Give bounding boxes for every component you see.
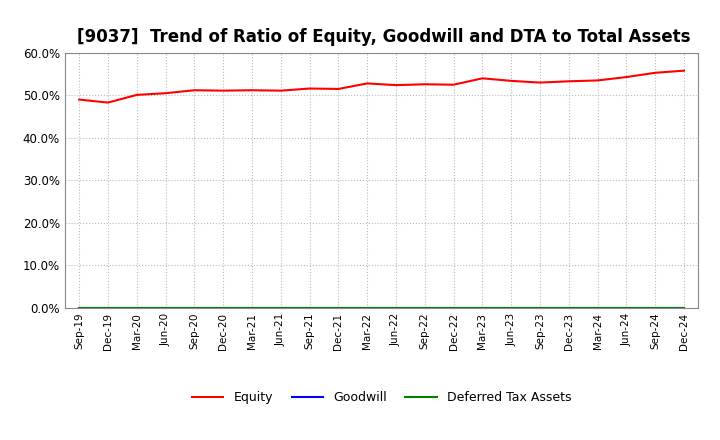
Goodwill [536,305,544,311]
Goodwill [564,305,573,311]
Goodwill [75,305,84,311]
Goodwill [334,305,343,311]
Deferred Tax Assets [104,305,112,311]
Goodwill [622,305,631,311]
Equity [593,78,602,83]
Deferred Tax Assets [593,305,602,311]
Goodwill [507,305,516,311]
Goodwill [651,305,660,311]
Deferred Tax Assets [190,305,199,311]
Goodwill [593,305,602,311]
Goodwill [305,305,314,311]
Equity [680,68,688,73]
Goodwill [276,305,285,311]
Goodwill [449,305,458,311]
Deferred Tax Assets [334,305,343,311]
Goodwill [132,305,141,311]
Deferred Tax Assets [75,305,84,311]
Equity [75,97,84,102]
Goodwill [161,305,170,311]
Equity [161,91,170,96]
Deferred Tax Assets [276,305,285,311]
Goodwill [190,305,199,311]
Deferred Tax Assets [507,305,516,311]
Deferred Tax Assets [651,305,660,311]
Equity [564,79,573,84]
Goodwill [104,305,112,311]
Deferred Tax Assets [363,305,372,311]
Deferred Tax Assets [449,305,458,311]
Legend: Equity, Goodwill, Deferred Tax Assets: Equity, Goodwill, Deferred Tax Assets [187,386,576,409]
Goodwill [363,305,372,311]
Equity [305,86,314,91]
Deferred Tax Assets [219,305,228,311]
Line: Equity: Equity [79,71,684,103]
Equity [132,92,141,98]
Deferred Tax Assets [132,305,141,311]
Equity [392,82,400,88]
Equity [449,82,458,87]
Goodwill [248,305,256,311]
Deferred Tax Assets [536,305,544,311]
Goodwill [420,305,429,311]
Equity [334,86,343,92]
Deferred Tax Assets [420,305,429,311]
Text: [9037]  Trend of Ratio of Equity, Goodwill and DTA to Total Assets: [9037] Trend of Ratio of Equity, Goodwil… [78,28,691,46]
Deferred Tax Assets [305,305,314,311]
Deferred Tax Assets [478,305,487,311]
Equity [420,82,429,87]
Deferred Tax Assets [680,305,688,311]
Deferred Tax Assets [392,305,400,311]
Deferred Tax Assets [622,305,631,311]
Equity [536,80,544,85]
Equity [190,88,199,93]
Goodwill [478,305,487,311]
Equity [276,88,285,93]
Goodwill [219,305,228,311]
Equity [104,100,112,105]
Equity [248,88,256,93]
Equity [507,78,516,84]
Goodwill [680,305,688,311]
Equity [219,88,228,93]
Goodwill [392,305,400,311]
Equity [622,74,631,80]
Deferred Tax Assets [248,305,256,311]
Deferred Tax Assets [161,305,170,311]
Equity [651,70,660,75]
Equity [478,76,487,81]
Deferred Tax Assets [564,305,573,311]
Equity [363,81,372,86]
